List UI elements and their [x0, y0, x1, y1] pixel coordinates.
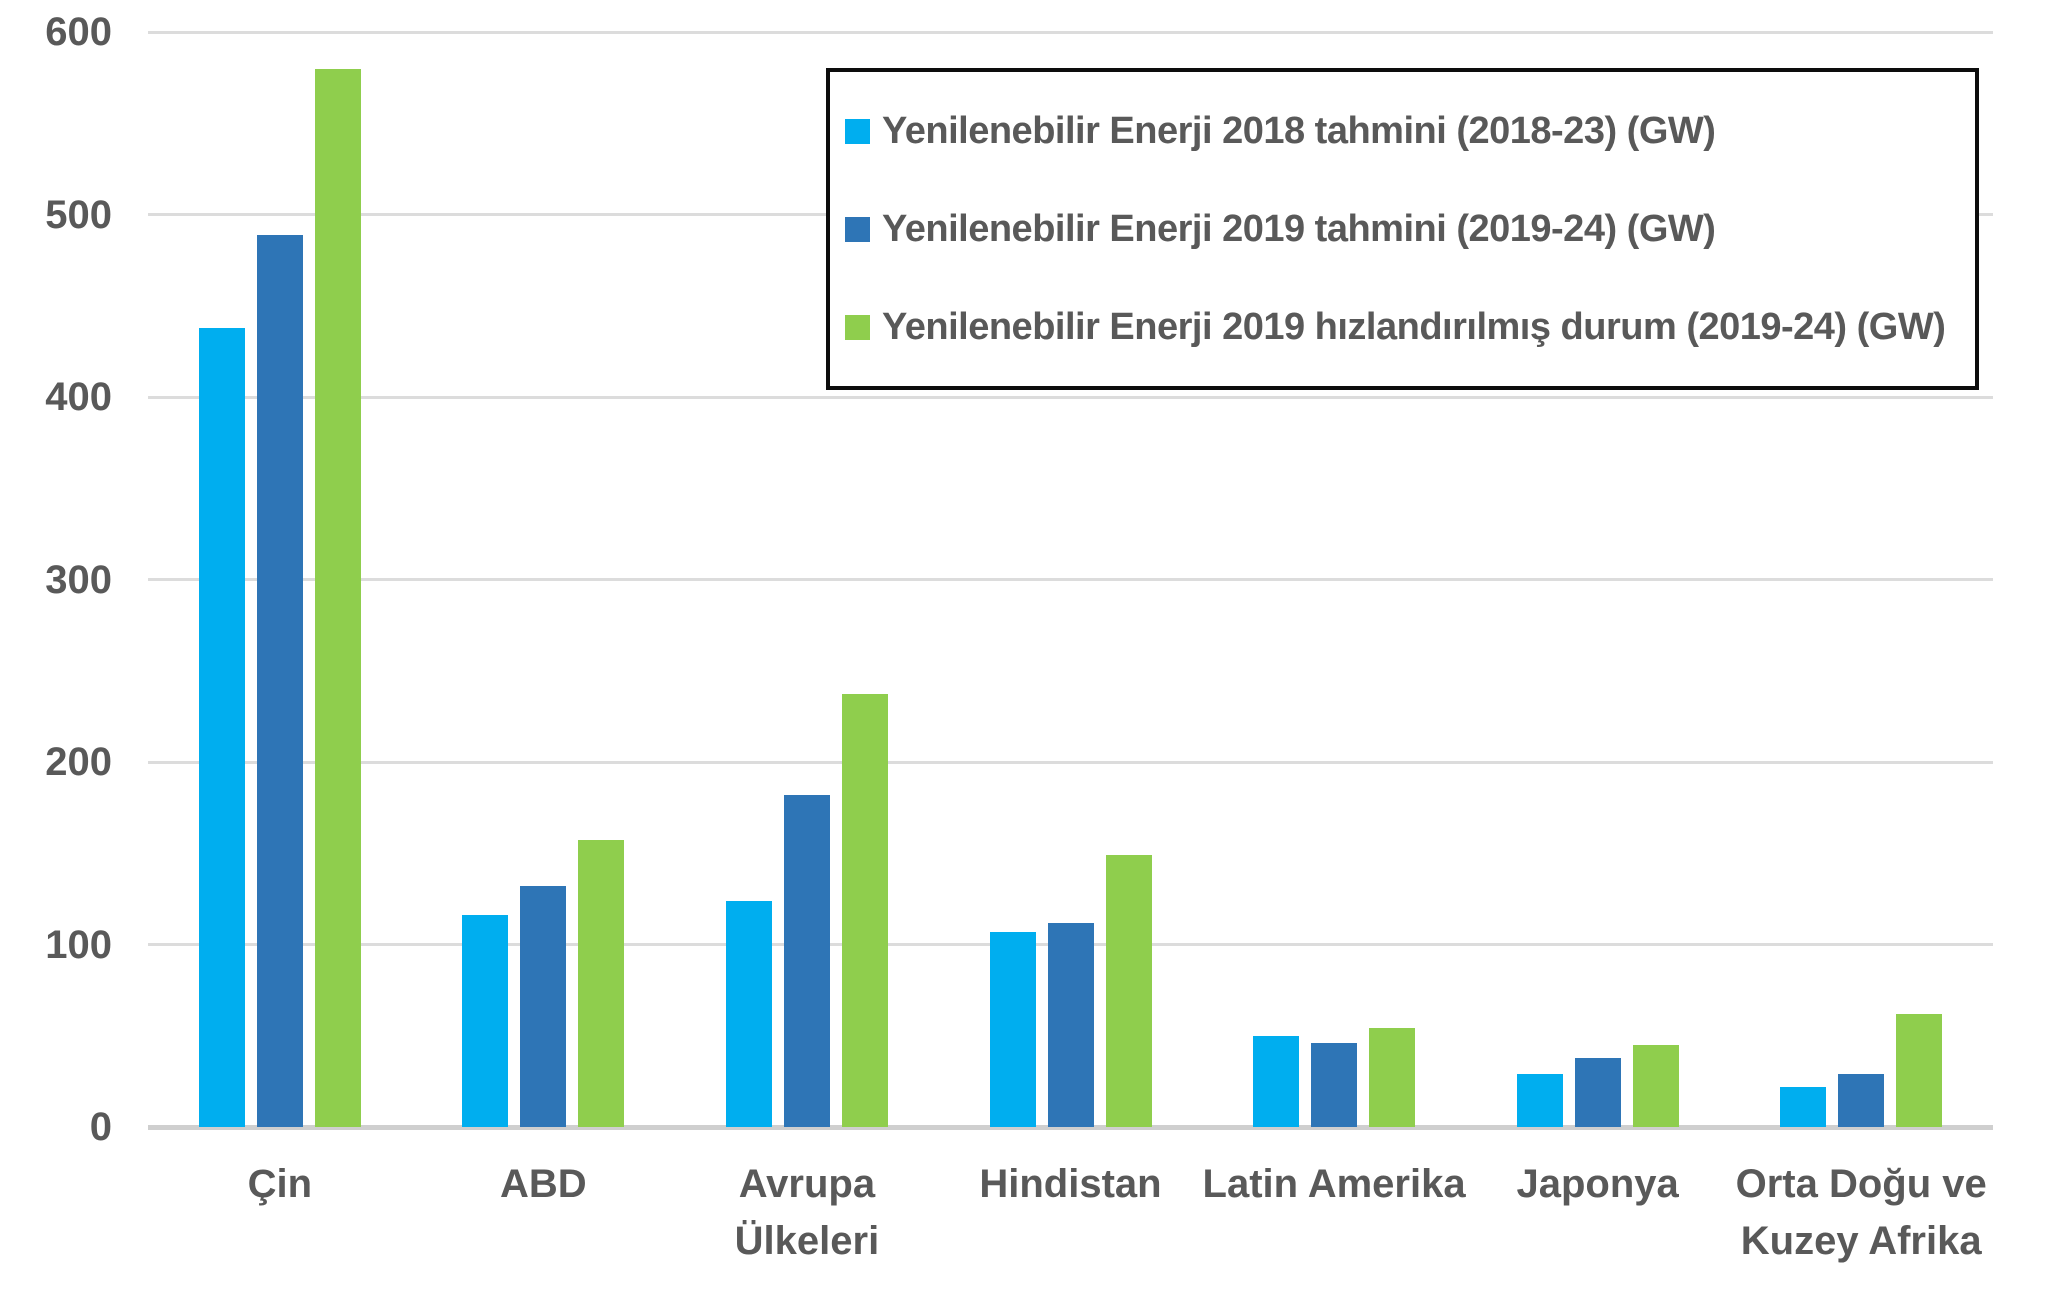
- category-label-avrupa-ulkeleri: Avrupa Ülkeleri: [637, 1156, 977, 1270]
- gridline-300: [148, 578, 1993, 581]
- category-label-line: ABD: [500, 1162, 587, 1206]
- bar-hindistan-series-3: [1105, 855, 1152, 1127]
- bar-orta-dogu-ve-kuzey-afrika-series-2: [1838, 1074, 1885, 1127]
- legend: Yenilenebilir Enerji 2018 tahmini (2018-…: [826, 68, 1979, 390]
- category-label-abd: ABD: [373, 1156, 713, 1213]
- bar-orta-dogu-ve-kuzey-afrika-series-1: [1780, 1086, 1827, 1127]
- bar-latin-amerika-series-1: [1253, 1035, 1300, 1127]
- category-label-cin: Çin: [110, 1156, 450, 1213]
- y-tick-label-100: 100: [45, 922, 112, 967]
- legend-swatch-icon: [845, 118, 870, 144]
- category-label-japonya: Japonya: [1428, 1156, 1768, 1213]
- bar-orta-dogu-ve-kuzey-afrika-series-3: [1896, 1013, 1943, 1127]
- gridline-400: [148, 395, 1993, 399]
- category-label-line: Japonya: [1516, 1162, 1679, 1206]
- bar-latin-amerika-series-2: [1311, 1043, 1358, 1127]
- category-label-orta-dogu-ve-kuzey-afrika: Orta Doğu ve Kuzey Afrika: [1691, 1156, 2031, 1270]
- category-label-line: Orta Doğu ve: [1735, 1162, 1987, 1206]
- y-tick-label-0: 0: [89, 1105, 112, 1149]
- legend-label: Yenilenebilir Enerji 2018 tahmini (2018-…: [882, 109, 1716, 152]
- legend-item-3: Yenilenebilir Enerji 2019 hızlandırılmış…: [845, 306, 1967, 349]
- bar-cin-series-2: [256, 234, 303, 1127]
- category-label-line: Avrupa: [738, 1162, 876, 1206]
- legend-item-1: Yenilenebilir Enerji 2018 tahmini (2018-…: [845, 110, 1967, 153]
- bar-abd-series-1: [462, 915, 509, 1127]
- bar-japonya-series-2: [1574, 1057, 1621, 1127]
- legend-label: Yenilenebilir Enerji 2019 hızlandırılmış…: [882, 305, 1946, 348]
- y-tick-label-300: 300: [45, 557, 112, 602]
- gridline-0: [148, 1124, 1993, 1130]
- category-label-line: Ülkeleri: [734, 1219, 880, 1263]
- bar-avrupa-ulkeleri-series-1: [725, 900, 772, 1127]
- y-tick-label-400: 400: [45, 375, 112, 419]
- bar-japonya-series-1: [1516, 1074, 1563, 1127]
- legend-swatch-icon: [845, 216, 870, 242]
- bar-latin-amerika-series-3: [1369, 1028, 1416, 1127]
- gridline-200: [148, 760, 1993, 764]
- bar-hindistan-series-2: [1047, 922, 1094, 1127]
- category-label-line: Hindistan: [979, 1162, 1162, 1206]
- gridline-600: [148, 30, 1993, 34]
- bar-abd-series-2: [520, 886, 567, 1127]
- category-label-latin-amerika: Latin Amerika: [1164, 1156, 1504, 1213]
- legend-item-2: Yenilenebilir Enerji 2019 tahmini (2019-…: [845, 208, 1967, 251]
- bar-japonya-series-3: [1632, 1044, 1679, 1127]
- y-tick-label-500: 500: [45, 192, 112, 237]
- bar-cin-series-1: [198, 327, 245, 1127]
- category-label-hindistan: Hindistan: [901, 1156, 1241, 1213]
- bar-avrupa-ulkeleri-series-2: [783, 794, 830, 1127]
- category-label-line: Latin Amerika: [1202, 1162, 1466, 1206]
- category-label-line: Kuzey Afrika: [1740, 1219, 1982, 1263]
- bar-cin-series-3: [314, 68, 361, 1127]
- legend-swatch-icon: [845, 314, 870, 340]
- bar-avrupa-ulkeleri-series-3: [841, 694, 888, 1127]
- bar-hindistan-series-1: [989, 931, 1036, 1127]
- y-tick-label-600: 600: [45, 10, 112, 54]
- category-label-line: Çin: [247, 1162, 312, 1206]
- legend-label: Yenilenebilir Enerji 2019 tahmini (2019-…: [882, 207, 1716, 250]
- bar-abd-series-3: [578, 840, 625, 1127]
- y-tick-label-200: 200: [45, 740, 112, 784]
